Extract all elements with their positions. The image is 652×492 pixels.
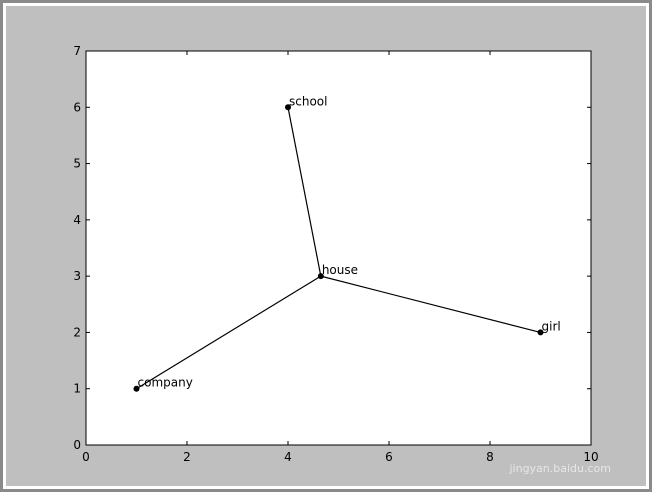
y-tick-label: 0 xyxy=(73,438,81,452)
y-tick-label: 1 xyxy=(73,382,81,396)
x-tick-label: 0 xyxy=(82,450,90,464)
point-label-girl: girl xyxy=(542,319,561,333)
y-tick-label: 3 xyxy=(73,269,81,283)
y-tick-label: 5 xyxy=(73,157,81,171)
y-tick-label: 4 xyxy=(73,213,81,227)
edge-line xyxy=(287,107,322,277)
x-tick-label: 6 xyxy=(385,450,393,464)
network-chart: 0 2 4 6 8 10 0 1 2 3 4 5 6 7 house school girl company xyxy=(73,44,598,464)
point-label-company: company xyxy=(138,376,193,390)
y-tick-label: 2 xyxy=(73,325,81,339)
figure-canvas: 0 2 4 6 8 10 0 1 2 3 4 5 6 7 house school girl company xyxy=(6,6,646,486)
edge-line xyxy=(320,275,541,334)
data-point xyxy=(317,273,324,280)
x-tick-label: 10 xyxy=(583,450,598,464)
x-tick-label: 4 xyxy=(284,450,292,464)
data-point xyxy=(285,104,291,111)
x-tick-label: 2 xyxy=(183,450,191,464)
point-label-house: house xyxy=(322,263,358,277)
plot-area xyxy=(85,50,592,446)
watermark-text: jingyan.baidu.com xyxy=(509,462,611,475)
point-label-school: school xyxy=(289,94,327,108)
data-point xyxy=(133,385,140,392)
y-tick-label: 6 xyxy=(73,100,81,114)
edge-line xyxy=(136,275,322,390)
x-tick-label: 8 xyxy=(486,450,494,464)
y-tick-label: 7 xyxy=(73,44,81,58)
data-point xyxy=(537,329,544,336)
